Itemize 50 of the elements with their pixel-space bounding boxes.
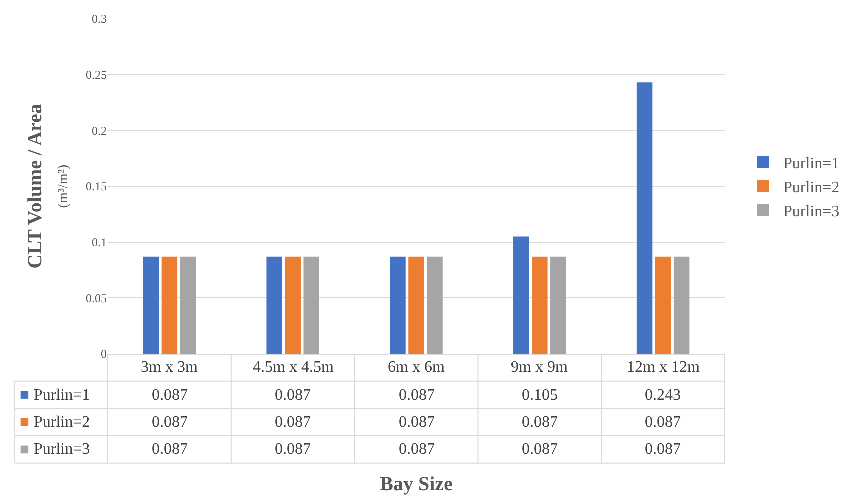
data-label: 0.087 xyxy=(645,441,681,458)
bar xyxy=(143,256,160,354)
bar xyxy=(655,256,672,354)
data-label: 0.087 xyxy=(275,387,311,404)
data-label: 0.087 xyxy=(275,441,311,458)
data-label: 0.087 xyxy=(399,387,435,404)
y-axis-title: CLT Volume / Area (m³/m²) xyxy=(24,104,72,269)
legend-label: Purlin=2 xyxy=(34,414,90,431)
y-tick-label: 0.2 xyxy=(92,124,107,138)
data-label: 0.087 xyxy=(152,414,188,431)
data-label: 0.087 xyxy=(645,414,681,431)
data-label: 0.087 xyxy=(399,414,435,431)
bar xyxy=(532,256,548,354)
x-axis-title: Bay Size xyxy=(380,474,454,496)
bar xyxy=(162,256,178,354)
legend-label: Purlin=1 xyxy=(34,387,90,404)
y-tick-label: 0.05 xyxy=(86,291,107,306)
legend-label: Purlin=3 xyxy=(784,203,840,220)
data-label: 0.087 xyxy=(522,414,558,431)
bar xyxy=(514,236,530,354)
data-label: 0.087 xyxy=(522,441,558,458)
y-tick-label: 0 xyxy=(101,347,107,362)
text: Purlin=1 xyxy=(784,156,840,173)
data-label: 0.087 xyxy=(152,387,188,404)
x-tick-label: 3m x 3m xyxy=(141,359,198,376)
x-tick-label: 12m x 12m xyxy=(627,359,700,376)
bar xyxy=(636,82,653,354)
bar xyxy=(180,256,196,354)
bar xyxy=(304,256,320,354)
bar xyxy=(427,256,443,354)
data-label: 0.243 xyxy=(645,387,681,404)
bar xyxy=(285,256,301,354)
x-tick-label: 9m x 9m xyxy=(511,359,568,376)
bar xyxy=(674,256,690,354)
bar xyxy=(408,256,424,354)
x-tick-label: 4.5m x 4.5m xyxy=(253,359,334,376)
x-tick-label: 6m x 6m xyxy=(388,359,446,376)
data-label: 0.087 xyxy=(152,441,188,458)
y-tick-label: 0.15 xyxy=(86,180,107,194)
text: Purlin=2 xyxy=(784,179,840,196)
bar xyxy=(550,256,566,354)
y-tick-label: 0.3 xyxy=(92,12,107,26)
y-tick-label: 0.1 xyxy=(92,236,107,250)
bar xyxy=(266,256,282,354)
data-label: 0.087 xyxy=(399,441,435,458)
bar xyxy=(390,256,406,354)
y-tick-label: 0.25 xyxy=(86,68,107,82)
text: Purlin=3 xyxy=(34,441,90,458)
data-label: 0.105 xyxy=(522,387,558,404)
data-label: 0.087 xyxy=(275,414,311,431)
